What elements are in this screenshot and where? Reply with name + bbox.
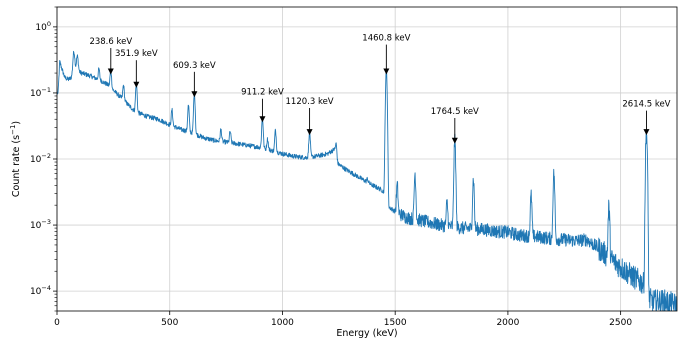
- peak-annotation: 351.9 keV: [115, 49, 158, 88]
- peak-arrow-head: [107, 68, 114, 75]
- x-tick-label: 1500: [384, 318, 407, 328]
- y-axis-label-main: Count rate (s: [11, 135, 22, 197]
- peak-annotation-label: 1460.8 keV: [362, 34, 410, 44]
- series-layer: [57, 50, 677, 311]
- y-tick-label: 10−3: [30, 218, 51, 231]
- peak-annotation: 238.6 keV: [89, 37, 132, 75]
- peak-annotation-label: 609.3 keV: [173, 61, 216, 71]
- y-axis-label-end: ): [11, 121, 22, 125]
- grid-lines: [56, 7, 677, 311]
- peak-annotation-label: 911.2 keV: [241, 88, 284, 98]
- peak-arrow-head: [259, 116, 266, 123]
- y-tick-label: 10−2: [30, 152, 51, 165]
- y-axis-label-superscript: −1: [9, 125, 17, 135]
- peak-annotation: 1460.8 keV: [362, 34, 411, 75]
- peak-annotation: 911.2 keV: [241, 88, 284, 123]
- y-axis-ticks: 10−4 10−3 10−2 10−1 100: [30, 20, 57, 297]
- peak-arrow-head: [383, 68, 390, 75]
- x-tick-label: 1000: [271, 318, 294, 328]
- peak-annotation: 1120.3 keV: [286, 97, 334, 136]
- x-tick-label: 500: [161, 318, 178, 328]
- y-tick-label: 100: [35, 20, 51, 33]
- y-axis-label: Count rate (s−1): [9, 121, 22, 197]
- x-tick-label: 2000: [496, 318, 519, 328]
- x-tick-label: 2500: [609, 318, 632, 328]
- peak-annotation: 609.3 keV: [173, 61, 216, 98]
- peak-arrow-head: [451, 137, 458, 144]
- x-tick-label: 0: [54, 318, 60, 328]
- peak-annotation: 2614.5 keV: [622, 100, 671, 136]
- y-tick-label: 10−4: [30, 284, 51, 297]
- spectrum-line: [57, 50, 677, 311]
- peak-annotation-label: 2614.5 keV: [622, 100, 670, 110]
- peak-arrow-head: [306, 129, 313, 136]
- x-axis-label: Energy (keV): [336, 328, 397, 339]
- peak-arrow-head: [191, 91, 198, 98]
- peak-annotation-label: 1120.3 keV: [286, 97, 334, 107]
- peak-arrow-head: [643, 129, 650, 136]
- y-tick-label: 10−1: [30, 86, 51, 99]
- peak-arrow-head: [133, 81, 140, 88]
- minor-ticks: [54, 6, 57, 312]
- peak-annotation-label: 238.6 keV: [89, 37, 132, 47]
- peak-annotations: 238.6 keV 351.9 keV 609.3 keV 911.2 keV1120…: [89, 34, 671, 144]
- x-axis-ticks: 0 500 1000 1500 2000 2500: [54, 311, 632, 328]
- peak-annotation-label: 351.9 keV: [115, 49, 158, 59]
- peak-annotation-label: 1764.5 keV: [431, 107, 479, 117]
- peak-annotation: 1764.5 keV: [431, 107, 479, 144]
